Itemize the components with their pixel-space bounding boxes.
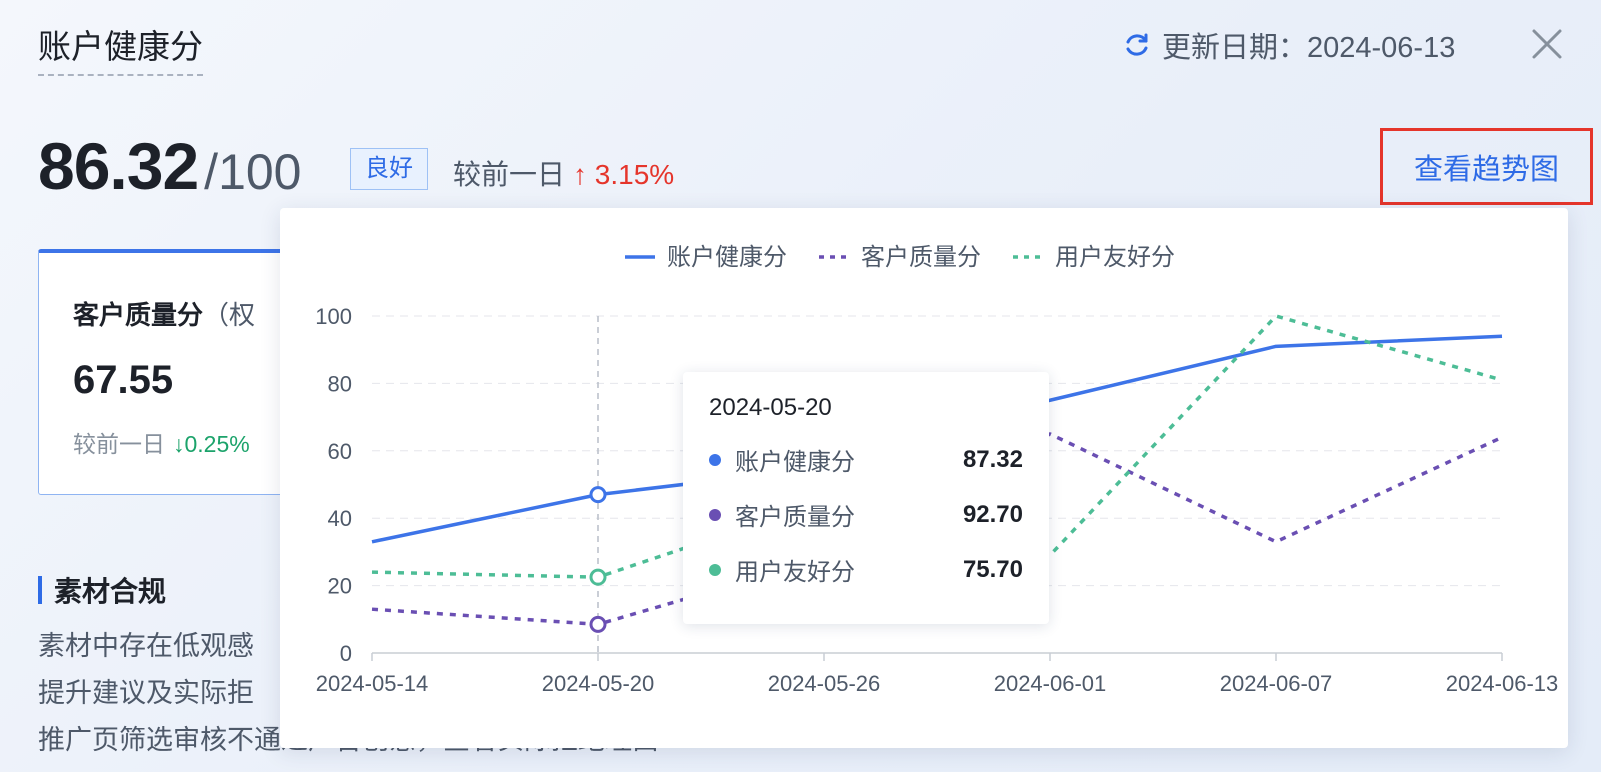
- score-delta: ↑ 3.15%: [573, 159, 675, 190]
- tooltip-series-name: 客户质量分: [735, 504, 855, 531]
- y-tick-label: 20: [328, 574, 352, 599]
- refresh-icon[interactable]: [1122, 30, 1152, 60]
- legend-label: 客户质量分: [861, 244, 981, 271]
- score-value: 86.32: [38, 129, 199, 203]
- x-tick-label: 2024-05-26: [768, 671, 881, 696]
- section-title: 素材合规: [54, 576, 167, 607]
- y-tick-label: 0: [340, 641, 352, 666]
- y-tick-label: 40: [328, 506, 352, 531]
- close-icon[interactable]: [1530, 27, 1564, 61]
- update-date-label: 更新日期：2024-06-13: [1162, 32, 1456, 64]
- tooltip-series-name: 用户友好分: [735, 559, 855, 586]
- hover-point: [589, 568, 607, 586]
- y-tick-label: 60: [328, 439, 352, 464]
- score-max: /100: [204, 144, 302, 200]
- tooltip-series-value: 87.32: [962, 445, 1023, 473]
- section-accent-bar: [38, 576, 42, 604]
- card-title: 客户质量分（权: [73, 295, 255, 332]
- tooltip-series-value: 75.70: [962, 555, 1023, 583]
- y-tick-label: 100: [315, 304, 352, 329]
- card-compare: 较前一日 ↓0.25%: [73, 425, 250, 459]
- hover-point: [589, 486, 607, 504]
- score-display: 86.32 /100: [38, 128, 302, 204]
- series-dot-icon: [709, 453, 721, 466]
- update-date: 更新日期：2024-06-13: [1122, 24, 1455, 66]
- hover-point: [589, 615, 607, 633]
- x-tick-label: 2024-05-20: [542, 671, 655, 696]
- card-value: 67.55: [73, 358, 174, 402]
- tooltip-date: 2024-05-20: [709, 394, 832, 421]
- page-title: 账户健康分: [38, 20, 203, 76]
- x-tick-label: 2024-06-01: [994, 671, 1107, 696]
- x-tick-label: 2024-06-13: [1446, 671, 1559, 696]
- tooltip-series-value: 92.70: [962, 500, 1023, 528]
- y-tick-label: 80: [328, 371, 352, 396]
- status-badge: 良好: [350, 148, 428, 190]
- card-title-text: 客户质量分: [73, 300, 204, 330]
- section-line: 提升建议及实际拒: [38, 678, 254, 708]
- legend-label: 账户健康分: [667, 244, 787, 271]
- x-tick-label: 2024-05-14: [316, 671, 429, 696]
- series-dot-icon: [709, 563, 721, 576]
- series-dot-icon: [709, 508, 721, 521]
- card-title-suffix: （权: [203, 300, 256, 330]
- tooltip-row: 客户质量分 92.70: [709, 497, 1023, 532]
- tooltip-series-name: 账户健康分: [735, 449, 855, 476]
- section-header: 素材合规: [38, 570, 166, 610]
- card-compare-label: 较前一日: [73, 431, 165, 457]
- x-tick-label: 2024-06-07: [1220, 671, 1333, 696]
- score-compare: 较前一日 ↑ 3.15%: [453, 153, 674, 193]
- chart-tooltip: 2024-05-20 账户健康分 87.32 客户质量分 92.70 用户友好分…: [683, 372, 1049, 624]
- tooltip-row: 账户健康分 87.32: [709, 442, 1023, 477]
- card-delta: ↓0.25%: [173, 431, 250, 457]
- section-line: 素材中存在低观感: [38, 631, 254, 661]
- legend-label: 用户友好分: [1055, 244, 1175, 271]
- view-trend-link[interactable]: 查看趋势图: [1380, 128, 1593, 205]
- tooltip-row: 用户友好分 75.70: [709, 552, 1023, 587]
- compare-label: 较前一日: [453, 159, 566, 190]
